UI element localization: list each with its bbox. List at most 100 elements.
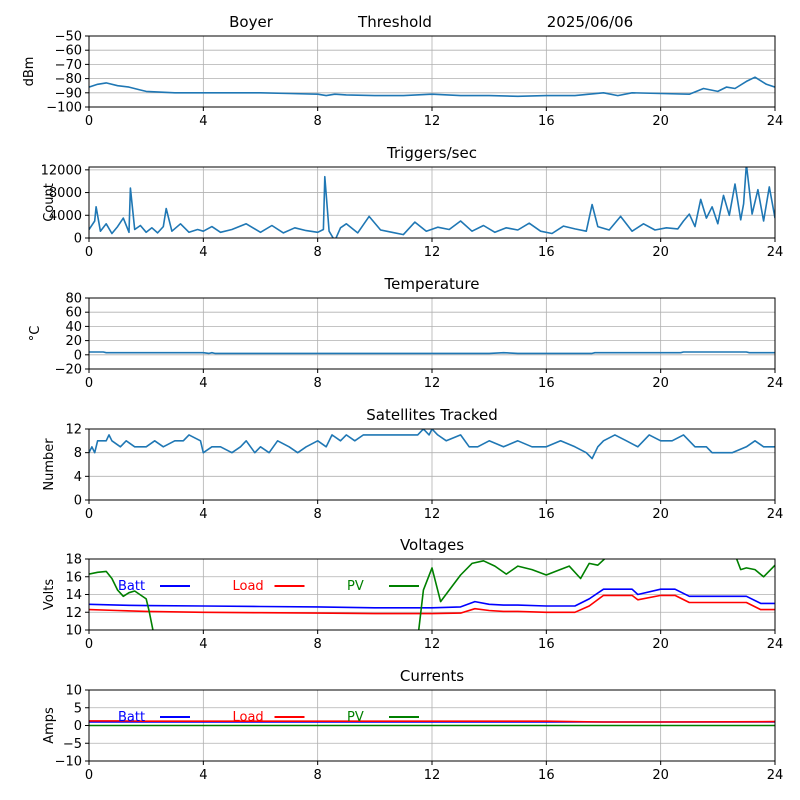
x-tick-label: 12 [424, 245, 441, 260]
y-axis-label: Volts [42, 579, 57, 611]
y-tick-label: 4000 [49, 209, 82, 224]
x-tick-label: 24 [767, 637, 784, 652]
x-tick-label: 0 [85, 768, 93, 783]
x-tick-label: 20 [652, 376, 669, 391]
y-tick-label: 8000 [49, 186, 82, 201]
x-tick-label: 16 [538, 637, 555, 652]
y-tick-label: 8 [74, 446, 82, 461]
x-tick-label: 12 [424, 376, 441, 391]
x-tick-label: 0 [85, 637, 93, 652]
x-tick-label: 16 [538, 114, 555, 129]
y-tick-label: −50 [55, 30, 82, 45]
chart-title: Temperature [383, 275, 479, 293]
series-line-triggers [89, 167, 775, 238]
x-tick-label: 20 [652, 114, 669, 129]
x-tick-label: 8 [314, 114, 322, 129]
legend-label-load: Load [233, 579, 264, 594]
x-tick-label: 16 [538, 507, 555, 522]
y-tick-label: 10 [65, 684, 82, 699]
x-tick-label: 4 [199, 637, 207, 652]
x-tick-label: 12 [424, 768, 441, 783]
y-tick-label: 0 [74, 494, 82, 509]
series-line-load [89, 594, 775, 615]
x-tick-label: 12 [424, 637, 441, 652]
x-tick-label: 24 [767, 507, 784, 522]
y-tick-label: 80 [65, 292, 82, 307]
x-tick-label: 12 [424, 507, 441, 522]
series-line-pv [89, 559, 775, 630]
y-tick-label: −10 [55, 755, 82, 770]
x-tick-label: 20 [652, 637, 669, 652]
header-date: 2025/06/06 [547, 13, 633, 31]
chart-title: Triggers/sec [386, 144, 477, 162]
chart-title: Voltages [400, 536, 464, 554]
chart-triggers: 0 4 8 12 16 20 24 0 4000 8000 12000 Triggers/sec Cou… [41, 144, 784, 260]
y-tick-label: 14 [65, 588, 82, 603]
y-axis-label: Amps [42, 707, 57, 744]
y-tick-label: 16 [65, 570, 82, 585]
x-tick-label: 4 [199, 245, 207, 260]
series-line-satellites [89, 429, 775, 460]
x-tick-label: 0 [85, 376, 93, 391]
x-tick-label: 24 [767, 245, 784, 260]
x-tick-label: 20 [652, 507, 669, 522]
x-tick-label: 16 [538, 245, 555, 260]
series-line-threshold [89, 76, 775, 98]
x-tick-label: 0 [85, 114, 93, 129]
x-tick-label: 16 [538, 768, 555, 783]
x-tick-label: 4 [199, 114, 207, 129]
y-tick-label: 12000 [41, 163, 82, 178]
chart-title: Satellites Tracked [366, 406, 497, 424]
y-tick-label: −5 [63, 737, 82, 752]
x-tick-label: 20 [652, 768, 669, 783]
x-tick-label: 0 [85, 507, 93, 522]
x-tick-label: 8 [314, 507, 322, 522]
y-tick-label: −90 [55, 86, 82, 101]
legend-label-batt: Batt [118, 579, 145, 594]
x-tick-label: 24 [767, 376, 784, 391]
y-tick-label: 0 [74, 348, 82, 363]
x-tick-label: 4 [199, 507, 207, 522]
y-axis-label: Number [42, 438, 57, 491]
chart-currents: 0 4 8 12 16 20 24 10 5 0 −5 −10 Currents Amps Batt Load… [42, 667, 783, 783]
x-tick-label: 8 [314, 376, 322, 391]
x-tick-label: 8 [314, 768, 322, 783]
x-tick-label: 24 [767, 114, 784, 129]
chart-title: Currents [400, 667, 464, 685]
series-line-batt [89, 588, 775, 609]
chart-threshold: 0 4 8 12 16 20 24 −50−60−70−80−90−100 dBm [22, 30, 783, 130]
y-tick-label: 12 [65, 423, 82, 438]
y-tick-label: 10 [65, 624, 82, 639]
y-axis-label: °C [28, 326, 43, 342]
y-tick-label: 5 [74, 701, 82, 716]
x-tick-label: 20 [652, 245, 669, 260]
series-line-temperature [89, 351, 775, 355]
x-tick-label: 16 [538, 376, 555, 391]
x-tick-label: 0 [85, 245, 93, 260]
x-tick-label: 24 [767, 768, 784, 783]
y-tick-label: 18 [65, 553, 82, 568]
y-tick-label: 0 [74, 719, 82, 734]
legend-label-pv: PV [347, 710, 364, 725]
y-tick-label: 0 [74, 232, 82, 247]
y-tick-label: −100 [46, 101, 82, 116]
x-tick-label: 4 [199, 376, 207, 391]
series-line-load [89, 720, 775, 723]
y-axis-label: Count [42, 183, 57, 222]
y-tick-label: 40 [65, 320, 82, 335]
chart-satellites: 0 4 8 12 16 20 24 12 8 4 0 Satellites Tracked Number [42, 406, 783, 522]
header-station: Boyer [229, 13, 274, 31]
y-tick-label: −20 [55, 363, 82, 378]
y-axis-label: dBm [22, 57, 37, 87]
x-tick-label: 8 [314, 245, 322, 260]
x-tick-label: 8 [314, 637, 322, 652]
y-tick-label: 20 [65, 334, 82, 349]
header-mode: Threshold [357, 13, 432, 31]
y-tick-label: 60 [65, 306, 82, 321]
y-tick-label: 12 [65, 606, 82, 621]
x-tick-label: 12 [424, 114, 441, 129]
y-tick-label: −70 [55, 58, 82, 73]
legend-label-pv: PV [347, 579, 364, 594]
